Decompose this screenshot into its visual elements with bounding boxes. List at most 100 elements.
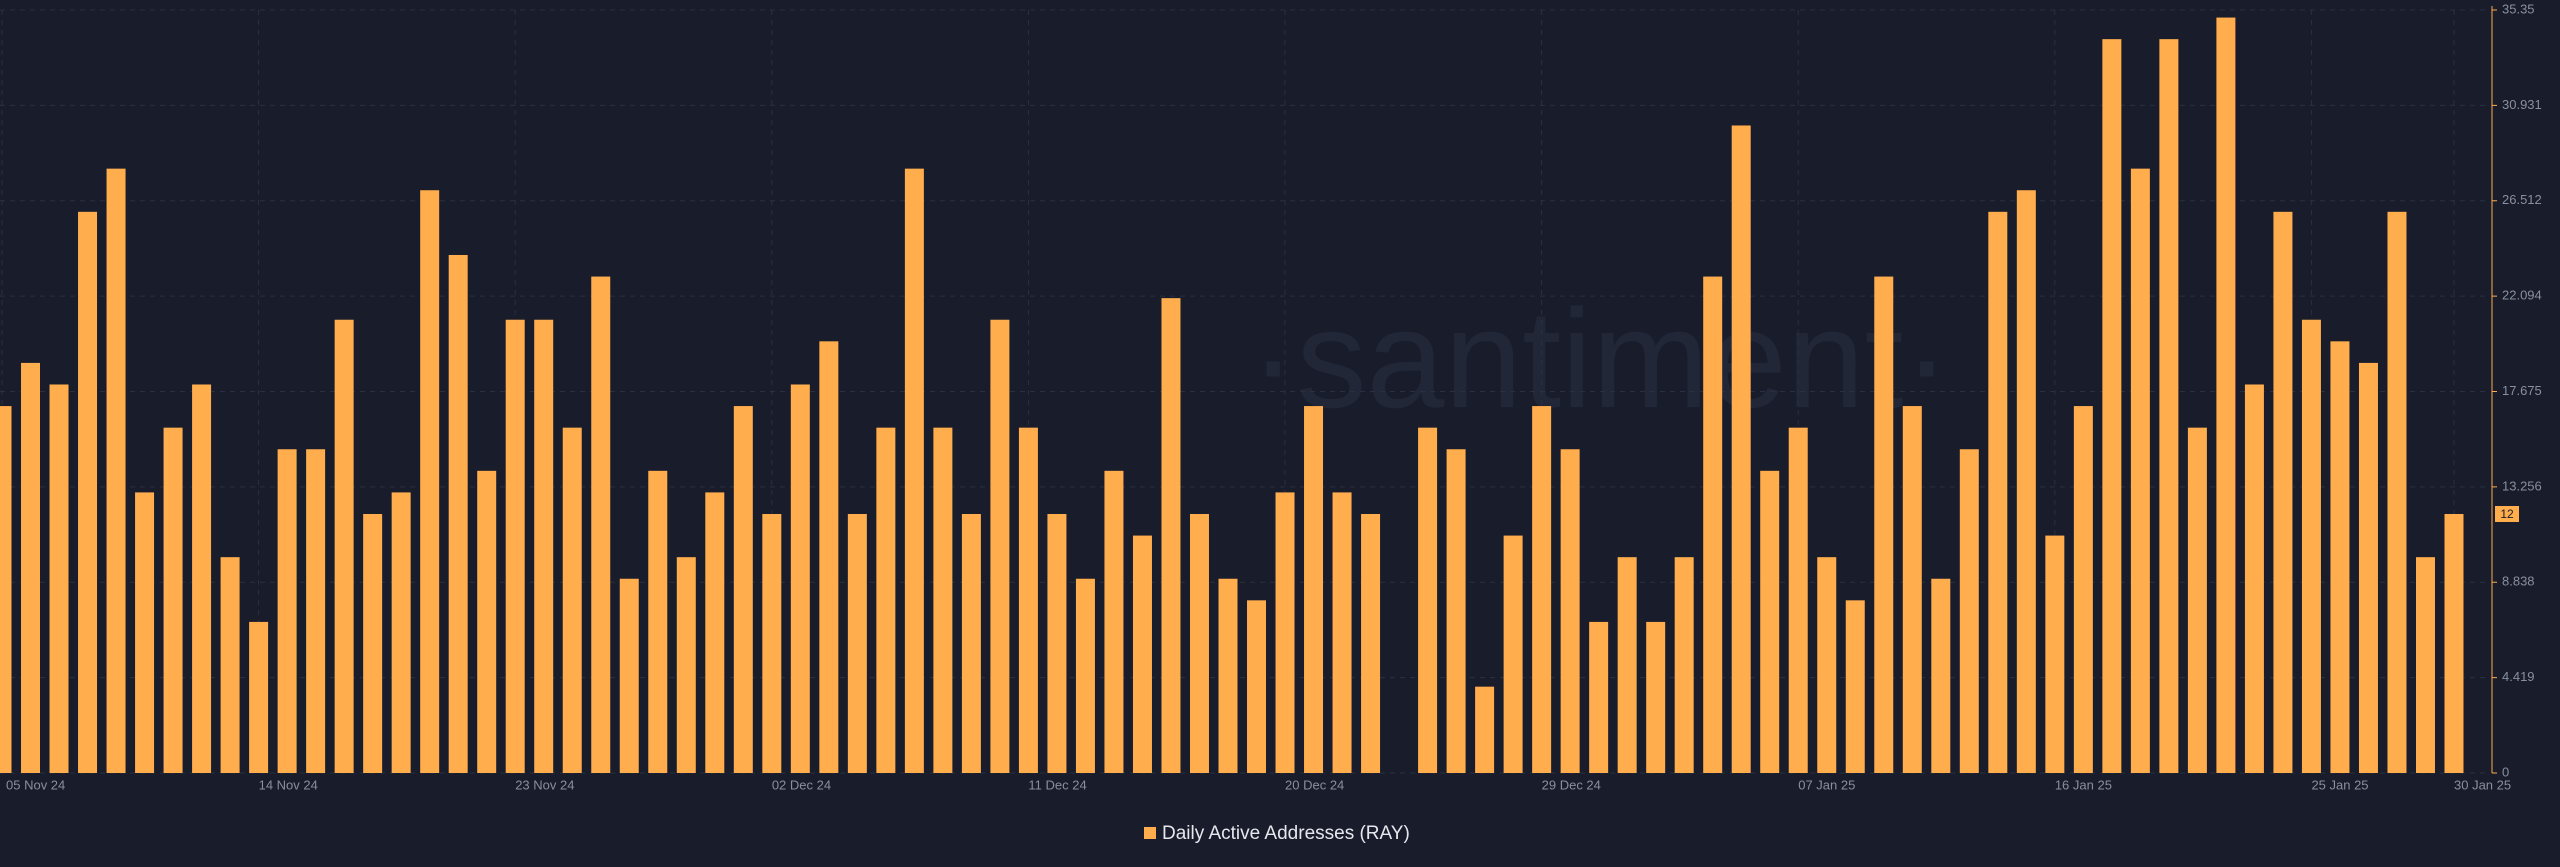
bar (961, 513, 981, 773)
bar (2444, 513, 2464, 773)
bar (1532, 406, 1552, 773)
bar (2130, 168, 2150, 774)
bar (420, 190, 440, 773)
y-tick-label: 30.931 (2502, 97, 2542, 112)
bar (1018, 427, 1038, 773)
y-tick-label: 4.419 (2502, 669, 2535, 684)
bar (2387, 211, 2407, 773)
bar (1703, 276, 1723, 773)
bar (2330, 341, 2350, 773)
bar (1646, 621, 1666, 773)
bar (2016, 190, 2036, 773)
bar (106, 168, 126, 774)
bar (363, 513, 383, 773)
bar (1760, 470, 1780, 773)
bar (78, 211, 98, 773)
bar (1189, 513, 1209, 773)
bar (2244, 384, 2264, 773)
bar (1788, 427, 1808, 773)
y-tick-label: 8.838 (2502, 574, 2535, 589)
bar (1731, 125, 1751, 774)
bar (1247, 600, 1267, 773)
x-tick-label: 23 Nov 24 (515, 777, 574, 792)
bar (847, 513, 867, 773)
bar (0, 406, 12, 773)
bar (591, 276, 611, 773)
bar (790, 384, 810, 773)
watermark: ·santiment· (1250, 280, 1950, 437)
bar (505, 319, 525, 773)
bar (1361, 513, 1381, 773)
bar (933, 427, 953, 773)
bar (705, 492, 725, 773)
bar (676, 557, 696, 773)
bar (1874, 276, 1894, 773)
bar (21, 362, 41, 773)
bar (2073, 406, 2093, 773)
last-value-box (2495, 505, 2519, 522)
y-tick-label: 26.512 (2502, 192, 2542, 207)
x-tick-label: 02 Dec 24 (772, 777, 831, 792)
bar (306, 449, 326, 773)
bar (1503, 535, 1523, 773)
bar (391, 492, 411, 773)
bar (1332, 492, 1352, 773)
bar (1161, 298, 1181, 773)
bar (192, 384, 212, 773)
bar (904, 168, 924, 774)
bar (2187, 427, 2207, 773)
bar (619, 578, 639, 773)
bar (2273, 211, 2293, 773)
bar (1475, 686, 1495, 773)
bar (733, 406, 753, 773)
y-tick-label: 0 (2502, 764, 2509, 779)
bar (334, 319, 354, 773)
bar (762, 513, 782, 773)
bar (2415, 557, 2435, 773)
bar (2301, 319, 2321, 773)
bar (1418, 427, 1438, 773)
bar (876, 427, 896, 773)
x-tick-label: 29 Dec 24 (1542, 777, 1601, 792)
bar (1931, 578, 1951, 773)
x-tick-label: 25 Jan 25 (2311, 777, 2368, 792)
bar (135, 492, 155, 773)
bar (562, 427, 582, 773)
bar (2045, 535, 2065, 773)
bar (819, 341, 839, 773)
bar (277, 449, 297, 773)
x-tick-label: 20 Dec 24 (1285, 777, 1344, 792)
bar (448, 254, 468, 773)
x-tick-label: 11 Dec 24 (1028, 777, 1086, 792)
legend-swatch (1144, 827, 1156, 839)
bar (1275, 492, 1295, 773)
last-value-label: 12 (2500, 507, 2514, 521)
bar (1132, 535, 1152, 773)
bar (2102, 39, 2122, 774)
x-tick-label: 14 Nov 24 (259, 777, 318, 792)
bar (990, 319, 1010, 773)
x-tick-label: 30 Jan 25 (2454, 777, 2511, 792)
y-tick-label: 17.675 (2502, 383, 2542, 398)
bar (534, 319, 554, 773)
y-tick-label: 35.35 (2502, 1, 2535, 16)
bar (49, 384, 69, 773)
y-tick-label: 22.094 (2502, 288, 2542, 303)
bar (648, 470, 668, 773)
bar (1617, 557, 1637, 773)
bar (1075, 578, 1095, 773)
bar (2216, 17, 2236, 774)
bar (1446, 449, 1466, 773)
x-tick-label: 16 Jan 25 (2055, 777, 2112, 792)
bar (163, 427, 183, 773)
bar (1959, 449, 1979, 773)
bar (2159, 39, 2179, 774)
bar (1218, 578, 1238, 773)
bar (249, 621, 269, 773)
bar (1902, 406, 1922, 773)
bar (1304, 406, 1324, 773)
bar (1674, 557, 1694, 773)
bar (1845, 600, 1865, 773)
bar (477, 470, 497, 773)
